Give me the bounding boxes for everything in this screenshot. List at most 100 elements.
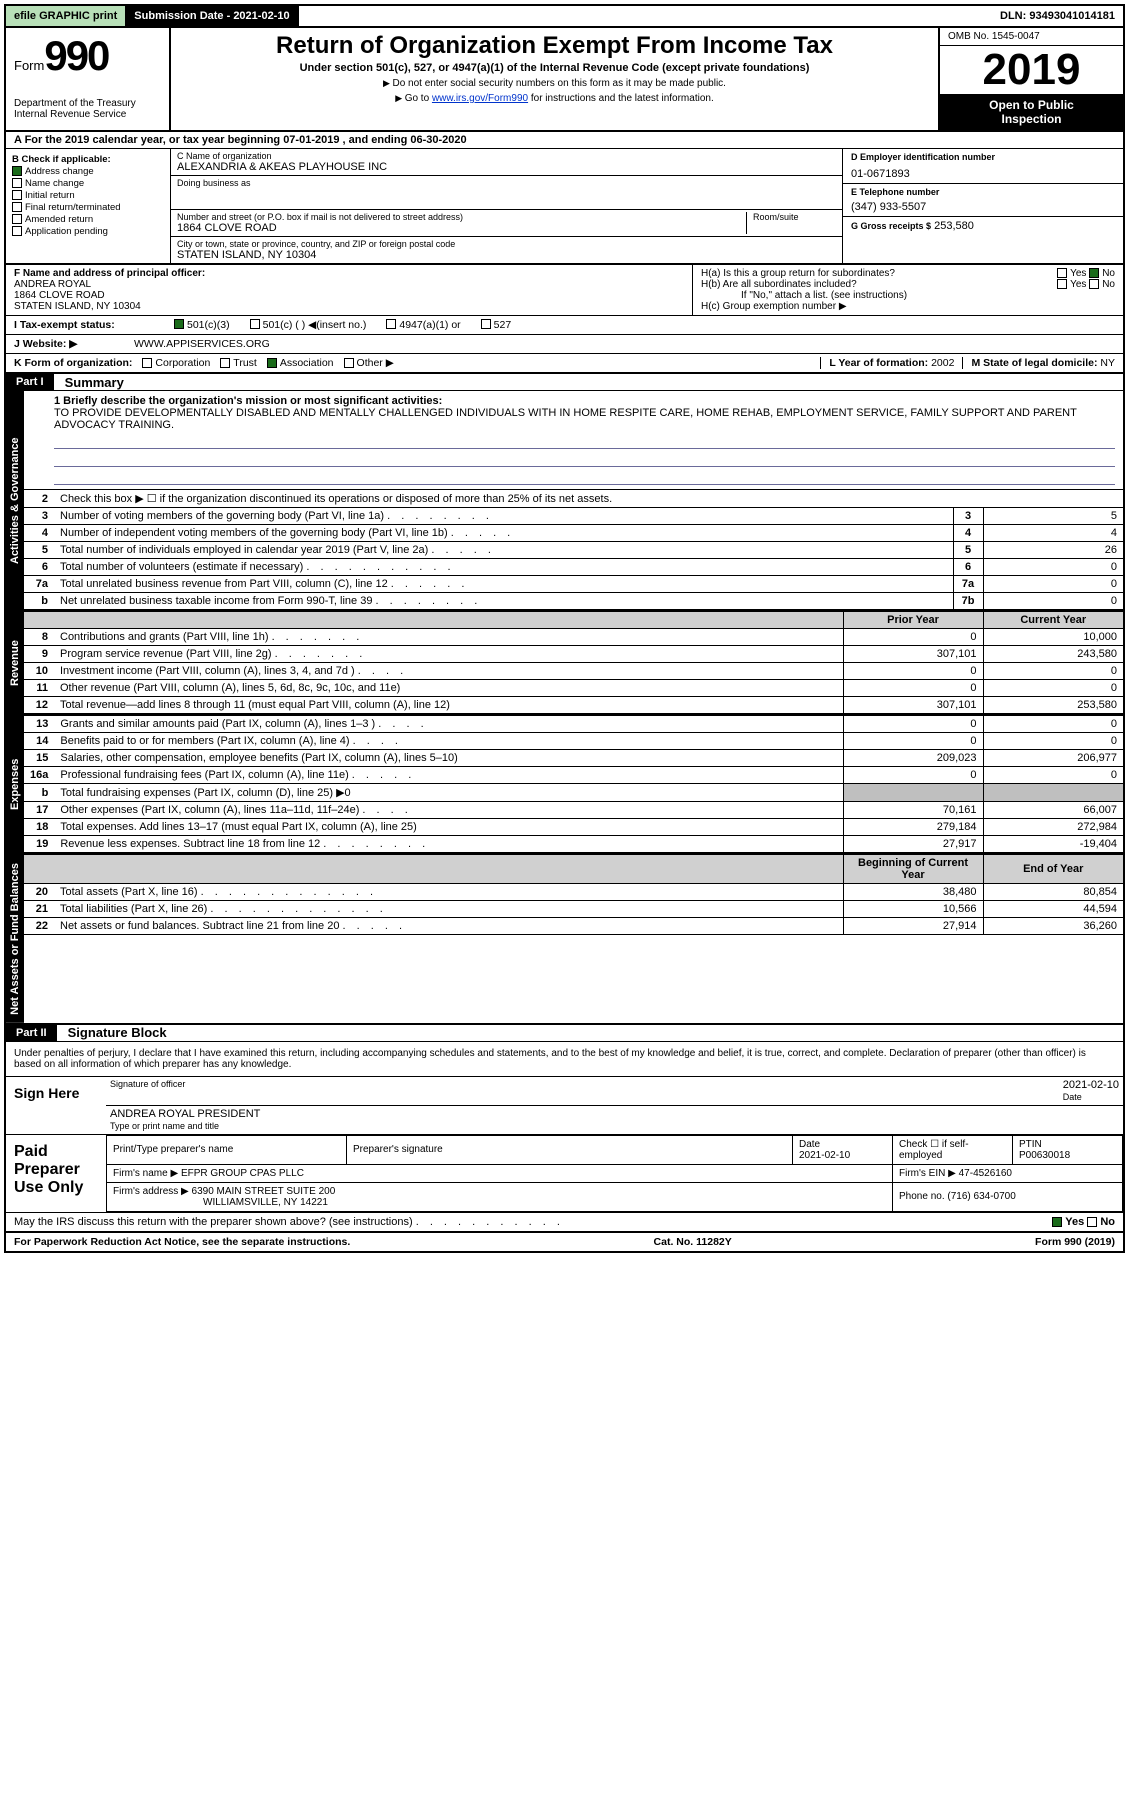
firm-addr2: WILLIAMSVILLE, NY 14221 [113,1197,328,1208]
firm-ein: 47-4526160 [959,1168,1012,1179]
group-return-yes-checkbox[interactable] [1057,268,1067,278]
table-row: 10Investment income (Part VIII, column (… [24,663,1123,680]
part1-bar: Part I [6,374,54,390]
dept-treasury: Department of the Treasury [14,98,161,109]
paid-preparer-label: Paid Preparer Use Only [6,1135,106,1212]
form-subtitle: Under section 501(c), 527, or 4947(a)(1)… [181,62,928,74]
box-h: H(a) Is this a group return for subordin… [693,265,1123,315]
subordinates-no-checkbox[interactable] [1089,279,1099,289]
revenue-table: Prior YearCurrent Year 8Contributions an… [24,612,1123,714]
part1-header: Part I Summary [6,374,1123,391]
title-box: Return of Organization Exempt From Incom… [171,28,938,130]
city-value: STATEN ISLAND, NY 10304 [177,249,836,261]
street-label: Number and street (or P.O. box if mail i… [177,212,746,222]
application-pending-checkbox[interactable] [12,226,22,236]
submission-date-badge: Submission Date - 2021-02-10 [126,6,298,26]
mission-block: 1 Briefly describe the organization's mi… [24,391,1123,490]
officer-print-name: ANDREA ROYAL PRESIDENT [110,1108,260,1120]
self-employed-check[interactable]: Check ☐ if self-employed [893,1135,1013,1164]
assoc-checkbox[interactable] [267,358,277,368]
final-return-checkbox[interactable] [12,202,22,212]
attach-list-note: If "No," attach a list. (see instruction… [701,290,1115,301]
amended-return-checkbox[interactable] [12,214,22,224]
discuss-no-checkbox[interactable] [1087,1217,1097,1227]
top-bar: efile GRAPHIC print Submission Date - 20… [6,6,1123,28]
instructions-link[interactable]: www.irs.gov/Form990 [432,93,528,104]
table-row: 20Total assets (Part X, line 16) . . . .… [24,884,1123,901]
net-assets-section: Net Assets or Fund Balances Beginning of… [6,855,1123,1025]
table-row: 15Salaries, other compensation, employee… [24,750,1123,767]
form-page-ref: Form 990 (2019) [1035,1236,1115,1248]
room-label: Room/suite [753,212,836,222]
prep-date: 2021-02-10 [799,1150,850,1161]
governance-section: Activities & Governance 1 Briefly descri… [6,391,1123,612]
501c3-checkbox[interactable] [174,319,184,329]
governance-tab: Activities & Governance [6,391,24,610]
box-d-e-g: D Employer identification number 01-0671… [843,149,1123,263]
tax-year: 2019 [940,46,1123,94]
dba-label: Doing business as [177,178,836,188]
phone-label: E Telephone number [851,187,1115,197]
table-header: Prior YearCurrent Year [24,612,1123,629]
net-assets-tab: Net Assets or Fund Balances [6,855,24,1023]
gross-value: 253,580 [934,220,974,232]
sign-here-row: Sign Here Signature of officer 2021-02-1… [6,1076,1123,1135]
box-b-label: B Check if applicable: [12,154,164,165]
domicile-state: NY [1100,357,1115,369]
efile-graphic-button[interactable]: efile GRAPHIC print [6,6,126,26]
other-checkbox[interactable] [344,358,354,368]
public-inspection-badge: Open to PublicInspection [940,94,1123,130]
table-row: bTotal fundraising expenses (Part IX, co… [24,784,1123,802]
subordinates-yes-checkbox[interactable] [1057,279,1067,289]
table-row: 3Number of voting members of the governi… [24,508,1123,525]
dln-value: DLN: 93493041014181 [992,6,1123,26]
firm-name: EFPR GROUP CPAS PLLC [181,1168,304,1179]
org-name: ALEXANDRIA & AKEAS PLAYHOUSE INC [177,161,836,173]
mission-text: TO PROVIDE DEVELOPMENTALLY DISABLED AND … [54,407,1115,431]
table-row: 19Revenue less expenses. Subtract line 1… [24,836,1123,853]
trust-checkbox[interactable] [220,358,230,368]
discuss-yes-checkbox[interactable] [1052,1217,1062,1227]
phone-value: (347) 933-5507 [851,197,1115,213]
table-row: 5Total number of individuals employed in… [24,542,1123,559]
street-address: 1864 CLOVE ROAD [177,222,746,234]
table-row: 12Total revenue—add lines 8 through 11 (… [24,697,1123,714]
address-change-checkbox[interactable] [12,166,22,176]
expenses-tab: Expenses [6,716,24,853]
box-f: F Name and address of principal officer:… [6,265,693,315]
501c-checkbox[interactable] [250,319,260,329]
discuss-row: May the IRS discuss this return with the… [6,1213,1123,1233]
ssn-note: Do not enter social security numbers on … [181,78,928,89]
paid-preparer-row: Paid Preparer Use Only Print/Type prepar… [6,1135,1123,1213]
table-row: 8Contributions and grants (Part VIII, li… [24,629,1123,646]
sign-date: 2021-02-10 [1063,1079,1119,1091]
preparer-table: Print/Type preparer's name Preparer's si… [106,1135,1123,1212]
governance-table: 2Check this box ▶ ☐ if the organization … [24,490,1123,610]
527-checkbox[interactable] [481,319,491,329]
initial-return-checkbox[interactable] [12,190,22,200]
pra-notice: For Paperwork Reduction Act Notice, see … [14,1236,350,1248]
row-i: I Tax-exempt status: 501(c)(3) 501(c) ( … [6,316,1123,335]
part2-bar: Part II [6,1025,57,1041]
org-name-label: C Name of organization [177,151,836,161]
table-row: 18Total expenses. Add lines 13–17 (must … [24,819,1123,836]
ein-value: 01-0671893 [851,162,1115,180]
table-row: 16aProfessional fundraising fees (Part I… [24,767,1123,784]
declaration-text: Under penalties of perjury, I declare th… [6,1042,1123,1076]
table-row: 14Benefits paid to or for members (Part … [24,733,1123,750]
firm-phone: (716) 634-0700 [947,1191,1015,1202]
table-row: 6Total number of volunteers (estimate if… [24,559,1123,576]
officer-sig-label: Signature of officer [110,1079,185,1103]
group-exemption: H(c) Group exemption number ▶ [701,301,1115,312]
name-change-checkbox[interactable] [12,178,22,188]
group-return-no-checkbox[interactable] [1089,268,1099,278]
catalog-number: Cat. No. 11282Y [654,1236,732,1248]
expenses-table: 13Grants and similar amounts paid (Part … [24,716,1123,853]
page-footer: For Paperwork Reduction Act Notice, see … [6,1233,1123,1251]
instructions-link-row: Go to www.irs.gov/Form990 for instructio… [181,93,928,104]
gross-label: G Gross receipts $ [851,221,931,231]
4947-checkbox[interactable] [386,319,396,329]
entity-info-grid: B Check if applicable: Address change Na… [6,149,1123,265]
corp-checkbox[interactable] [142,358,152,368]
form-number: 990 [44,32,108,79]
